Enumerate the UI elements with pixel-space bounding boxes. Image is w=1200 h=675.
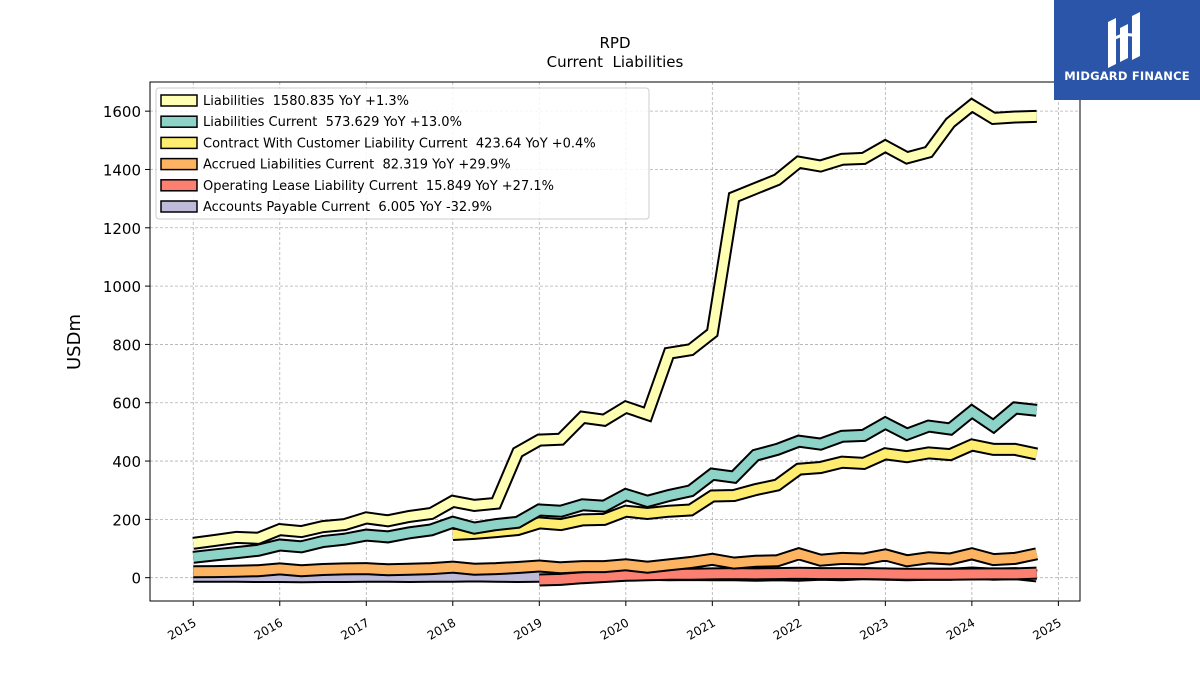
legend-swatch [160,136,198,150]
logo-text: MIDGARD FINANCE [1064,69,1190,83]
x-tick-label: 2024 [944,615,977,642]
legend-swatch [160,94,198,107]
x-tick-label: 2018 [425,615,458,642]
brand-logo: MIDGARD FINANCE [1054,0,1200,100]
series-line [452,440,1038,539]
x-tick-label: 2017 [338,615,371,642]
legend-label: Contract With Customer Liability Current… [203,136,596,151]
x-tick-label: 2025 [1030,615,1063,642]
legend-label: Operating Lease Liability Current 15.849… [203,179,554,194]
y-tick-label: 600 [112,395,141,413]
x-tick-label: 2023 [857,615,890,642]
legend-box [155,87,650,220]
series-line [193,549,1038,577]
y-tick-label: 800 [112,336,141,354]
y-axis-label: USDm [64,314,85,370]
x-tick-label: 2015 [165,615,198,642]
grid [150,82,1080,601]
x-tick-label: 2020 [598,615,631,642]
legend: Liabilities 1580.835 YoY +1.3% Liabilitie… [155,87,650,220]
legend-label: Liabilities 1580.835 YoY +1.3% [203,94,409,109]
y-tick-label: 1000 [103,278,141,296]
series-layer [192,97,1039,587]
legend-swatch [160,200,198,213]
plot-frame [149,81,1081,602]
y-tick-label: 400 [112,453,141,471]
x-tick-label: 2021 [684,615,717,642]
series-line [192,403,1038,562]
x-tick-label: 2022 [771,615,804,642]
y-tick-label: 1600 [103,103,141,121]
chart-title: RPD [599,34,630,52]
y-tick-label: 1400 [103,161,141,179]
legend-swatch [160,157,198,171]
legend-label: Liabilities Current 573.629 YoY +13.0% [203,115,462,130]
legend-label: Accrued Liabilities Current 82.319 YoY +… [203,158,511,173]
y-tick-label: 1200 [103,220,141,238]
y-tick-label: 200 [112,511,141,529]
chart-subtitle: Current Liabilities [547,53,684,71]
series-line [192,99,1037,548]
midgard-logo-icon [1108,12,1140,68]
legend-swatch [160,179,198,192]
legend-swatch [160,115,198,128]
x-tick-label: 2019 [511,615,544,642]
series-line [539,568,1037,585]
x-tick-label: 2016 [252,615,285,642]
legend-label: Accounts Payable Current 6.005 YoY -32.9… [203,200,492,215]
y-tick-label: 0 [131,570,141,588]
